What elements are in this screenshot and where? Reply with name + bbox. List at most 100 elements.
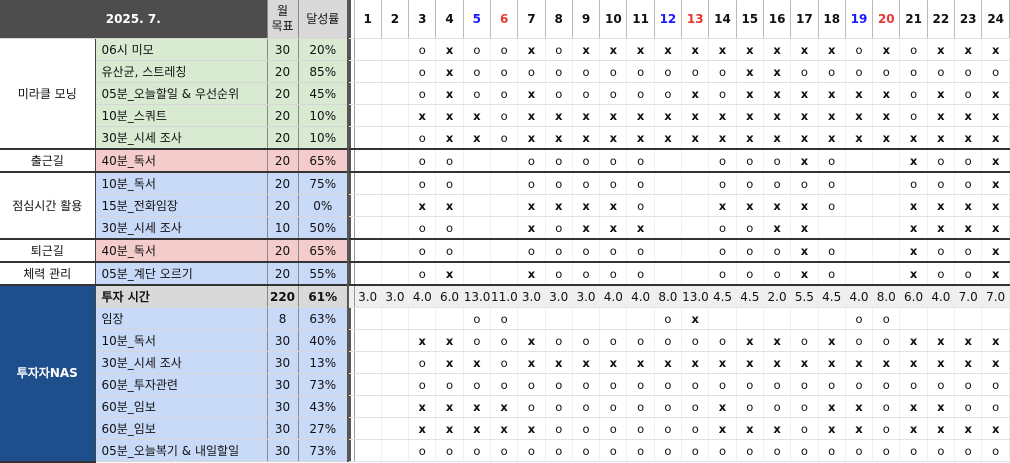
day-cell[interactable]: o [545, 395, 573, 418]
task-cell[interactable]: 30분_시세 조사 [95, 126, 268, 150]
day-cell[interactable]: o [626, 82, 655, 105]
day-cell[interactable]: x [954, 351, 983, 374]
category-cell[interactable]: 출근길 [0, 149, 96, 173]
day-cell[interactable] [381, 104, 410, 127]
day-cell[interactable] [381, 216, 410, 240]
day-cell[interactable] [381, 307, 410, 330]
day-cell[interactable]: o [708, 82, 737, 105]
day-cell[interactable]: o [954, 395, 983, 418]
day-cell[interactable]: x [599, 126, 628, 150]
day-cell[interactable]: o [818, 60, 846, 83]
day-cell[interactable]: x [435, 262, 464, 286]
day-cell[interactable]: x [572, 38, 601, 61]
day-cell[interactable] [681, 262, 710, 286]
day-header[interactable]: 10 [599, 0, 628, 39]
day-cell[interactable] [736, 307, 764, 330]
day-cell[interactable] [354, 172, 382, 195]
day-cell[interactable]: o [790, 373, 819, 396]
day-cell[interactable]: x [435, 194, 464, 217]
day-header[interactable]: 11 [626, 0, 655, 39]
day-cell[interactable]: o [736, 262, 764, 286]
task-cell[interactable]: 40분_독서 [95, 149, 268, 173]
rate-cell[interactable]: 0% [298, 194, 352, 217]
day-cell[interactable]: x [818, 351, 846, 374]
day-cell[interactable] [654, 149, 683, 173]
day-cell[interactable]: x [818, 82, 846, 105]
day-cell[interactable]: x [517, 38, 546, 61]
day-cell[interactable]: o [954, 172, 983, 195]
day-cell[interactable]: x [845, 126, 874, 150]
day-header[interactable]: 22 [927, 0, 956, 39]
day-cell[interactable]: x [708, 126, 737, 150]
day-cell[interactable]: x [927, 194, 956, 217]
rate-cell[interactable]: 27% [298, 417, 352, 440]
day-cell[interactable]: 13.0 [463, 285, 491, 308]
day-cell[interactable]: x [981, 417, 1010, 440]
day-cell[interactable]: o [463, 60, 491, 83]
day-cell[interactable] [872, 216, 901, 240]
day-cell[interactable]: o [981, 373, 1010, 396]
day-cell[interactable]: x [790, 239, 819, 263]
day-cell[interactable] [872, 149, 901, 173]
day-cell[interactable]: o [763, 149, 792, 173]
day-cell[interactable] [654, 239, 683, 263]
day-cell[interactable]: o [681, 439, 710, 462]
target-cell[interactable]: 30 [267, 417, 299, 440]
rate-cell[interactable]: 45% [298, 82, 352, 105]
day-cell[interactable] [463, 239, 491, 263]
day-cell[interactable]: o [708, 149, 737, 173]
rate-cell[interactable]: 61% [298, 285, 352, 308]
day-cell[interactable]: 4.5 [818, 285, 846, 308]
day-cell[interactable]: x [408, 104, 437, 127]
day-cell[interactable]: x [463, 351, 491, 374]
day-cell[interactable]: o [736, 172, 764, 195]
day-cell[interactable]: o [954, 439, 983, 462]
day-cell[interactable]: x [763, 104, 792, 127]
day-cell[interactable]: x [681, 307, 710, 330]
day-cell[interactable]: x [681, 126, 710, 150]
day-cell[interactable] [381, 82, 410, 105]
day-cell[interactable]: o [626, 395, 655, 418]
day-cell[interactable]: 5.5 [790, 285, 819, 308]
day-cell[interactable] [654, 262, 683, 286]
day-cell[interactable]: x [517, 216, 546, 240]
day-cell[interactable]: 8.0 [654, 285, 683, 308]
day-cell[interactable]: o [517, 60, 546, 83]
day-cell[interactable]: 4.0 [845, 285, 874, 308]
day-cell[interactable]: o [708, 329, 737, 352]
day-cell[interactable]: x [490, 417, 519, 440]
target-cell[interactable]: 8 [267, 307, 299, 330]
task-cell[interactable]: 06시 미모 [95, 38, 268, 61]
day-cell[interactable] [381, 149, 410, 173]
day-cell[interactable] [354, 38, 382, 61]
day-cell[interactable]: x [899, 216, 928, 240]
day-cell[interactable]: o [545, 172, 573, 195]
day-header[interactable]: 24 [981, 0, 1010, 39]
day-cell[interactable]: x [545, 351, 573, 374]
day-cell[interactable]: x [927, 395, 956, 418]
day-header[interactable]: 2 [381, 0, 410, 39]
day-cell[interactable] [681, 149, 710, 173]
day-cell[interactable] [463, 194, 491, 217]
day-cell[interactable]: x [517, 104, 546, 127]
day-cell[interactable]: x [545, 194, 573, 217]
target-cell[interactable]: 20 [267, 104, 299, 127]
day-cell[interactable]: o [845, 60, 874, 83]
day-cell[interactable] [626, 307, 655, 330]
day-cell[interactable]: x [736, 60, 764, 83]
day-cell[interactable]: o [599, 60, 628, 83]
day-cell[interactable]: 11.0 [490, 285, 519, 308]
day-cell[interactable]: o [654, 417, 683, 440]
day-cell[interactable] [354, 82, 382, 105]
day-cell[interactable]: x [790, 104, 819, 127]
day-cell[interactable]: x [981, 38, 1010, 61]
day-header[interactable]: 13 [681, 0, 710, 39]
day-cell[interactable] [490, 239, 519, 263]
day-cell[interactable]: o [517, 439, 546, 462]
day-cell[interactable]: 2.0 [763, 285, 792, 308]
rate-cell[interactable]: 73% [298, 439, 352, 462]
day-cell[interactable]: o [654, 329, 683, 352]
day-cell[interactable]: x [981, 194, 1010, 217]
rate-cell[interactable]: 65% [298, 149, 352, 173]
day-cell[interactable]: o [708, 216, 737, 240]
